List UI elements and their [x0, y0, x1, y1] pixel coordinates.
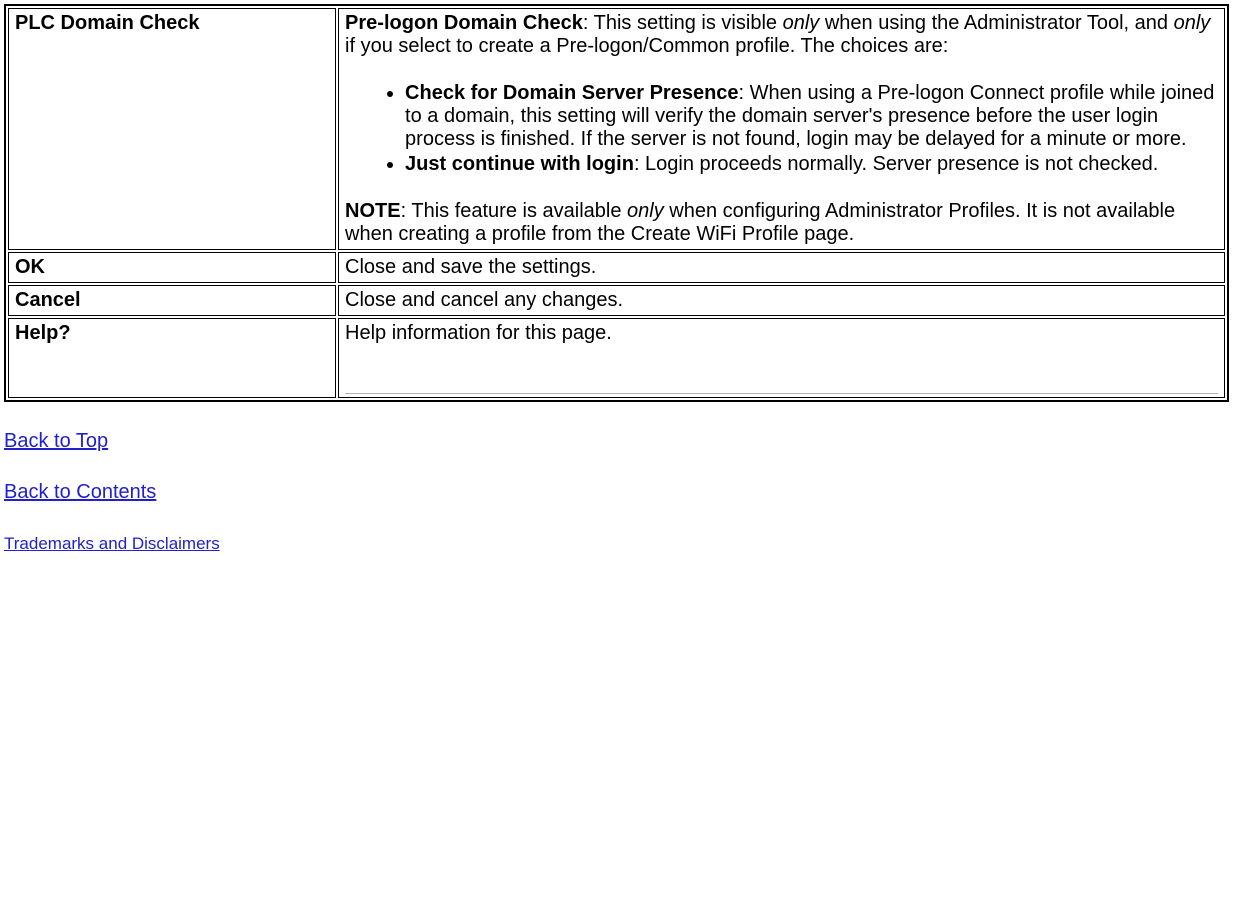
- table-row-plc: PLC Domain Check Pre-logon Domain Check:…: [8, 8, 1225, 250]
- row-label-help: Help?: [8, 318, 336, 398]
- list-item: Check for Domain Server Presence: When u…: [405, 82, 1218, 151]
- plc-intro-only1: only: [783, 12, 820, 34]
- list-item: Just continue with login: Login proceeds…: [405, 153, 1218, 176]
- plc-bullet1-bold: Check for Domain Server Presence: [405, 82, 739, 104]
- row-label-ok: OK: [8, 252, 336, 283]
- plc-intro-1: : This setting is visible: [583, 12, 783, 34]
- row-desc-plc: Pre-logon Domain Check: This setting is …: [338, 8, 1225, 250]
- table-row-cancel: Cancel Close and cancel any changes.: [8, 285, 1225, 316]
- nav-links: Back to Top Back to Contents Trademarks …: [4, 430, 1229, 555]
- plc-intro-only2: only: [1174, 12, 1211, 34]
- plc-intro-bold: Pre-logon Domain Check: [345, 12, 583, 34]
- help-spacer: [345, 345, 1218, 381]
- back-to-top-link[interactable]: Back to Top: [4, 430, 108, 453]
- plc-intro-2: when using the Administrator Tool, and: [819, 12, 1173, 34]
- settings-table: PLC Domain Check Pre-logon Domain Check:…: [4, 4, 1229, 402]
- row-label-plc: PLC Domain Check: [8, 8, 336, 250]
- plc-note-1: : This feature is available: [401, 200, 627, 222]
- plc-bullet2-rest: : Login proceeds normally. Server presen…: [634, 153, 1158, 175]
- table-row-help: Help? Help information for this page.: [8, 318, 1225, 398]
- row-desc-cancel: Close and cancel any changes.: [338, 285, 1225, 316]
- help-text: Help information for this page.: [345, 322, 612, 344]
- plc-note-only: only: [627, 200, 664, 222]
- plc-options-list: Check for Domain Server Presence: When u…: [345, 82, 1218, 176]
- help-divider: [345, 393, 1218, 394]
- plc-intro-3: if you select to create a Pre-logon/Comm…: [345, 35, 948, 57]
- table-row-ok: OK Close and save the settings.: [8, 252, 1225, 283]
- row-desc-help: Help information for this page.: [338, 318, 1225, 398]
- row-desc-ok: Close and save the settings.: [338, 252, 1225, 283]
- row-label-cancel: Cancel: [8, 285, 336, 316]
- plc-bullet2-bold: Just continue with login: [405, 153, 634, 175]
- plc-note-bold: NOTE: [345, 200, 401, 222]
- trademarks-link[interactable]: Trademarks and Disclaimers: [4, 534, 220, 554]
- back-to-contents-link[interactable]: Back to Contents: [4, 481, 156, 504]
